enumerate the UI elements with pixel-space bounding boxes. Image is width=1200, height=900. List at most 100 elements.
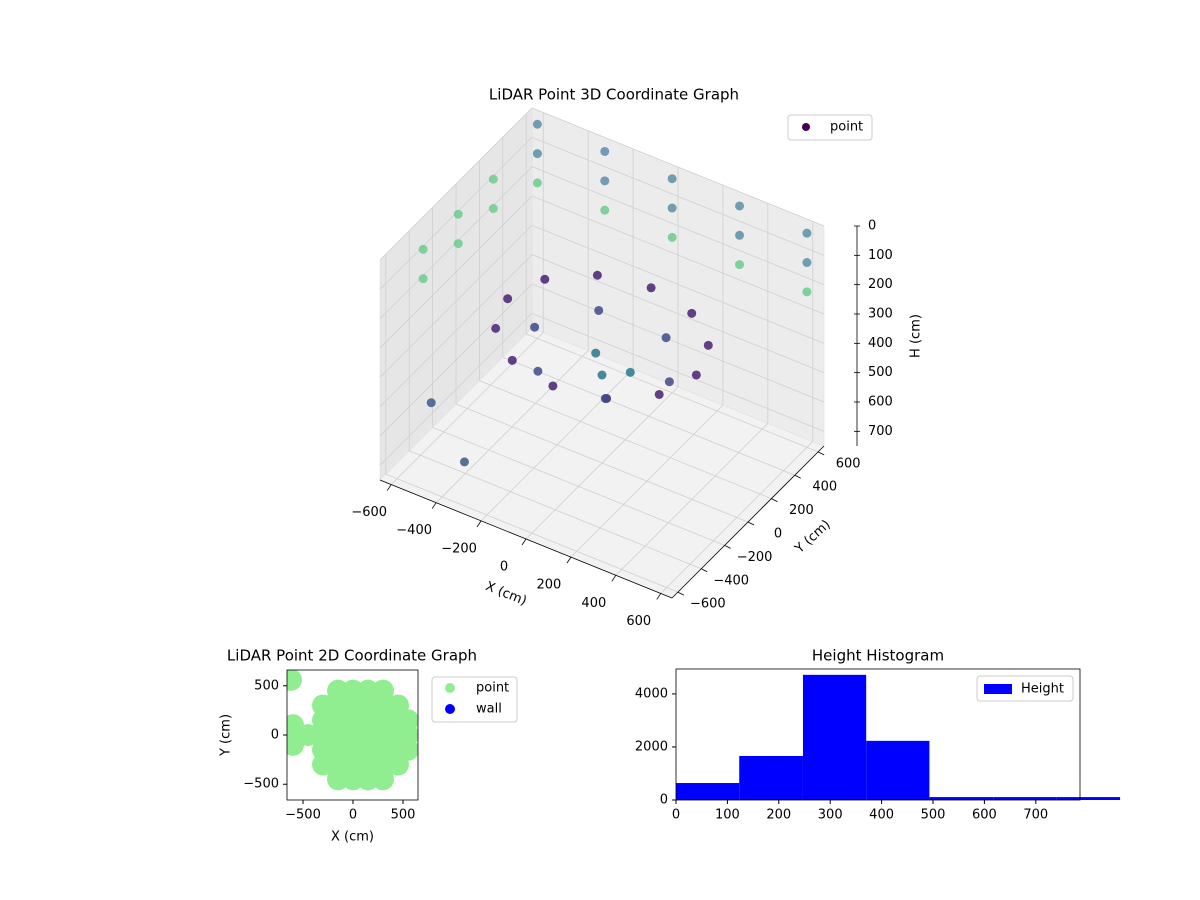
y-tick-label: 400 [812,480,837,495]
point [802,228,812,238]
grid-line [531,195,825,315]
point [426,398,436,408]
legend-label: point [830,120,863,135]
point [532,149,542,159]
point [418,274,428,284]
grid-line [379,254,533,407]
legend-label: point [476,681,509,696]
point [397,709,418,732]
tick-mark [476,520,482,528]
y-tick-label: −500 [243,777,279,792]
point [735,201,745,211]
point [453,209,463,219]
grid-line [526,333,819,453]
point [530,322,540,332]
tick-mark [677,591,685,596]
x-tick-label: 500 [391,808,416,823]
point [548,381,558,391]
x-tick-label: −500 [285,808,321,823]
grid-line [502,356,795,476]
point [600,205,610,215]
grid-line [455,403,749,523]
tick-mark [566,556,572,564]
z-tick-label: 500 [868,365,893,380]
point [507,355,517,365]
x-tick-label: 0 [500,560,508,575]
bar [866,740,930,800]
tick-mark [747,521,755,526]
point [654,389,664,399]
point [667,174,677,184]
x-tick-label: −400 [396,523,432,538]
x-tick-label: 500 [921,808,946,823]
grid-line [531,136,825,256]
x-tick-label: 200 [766,808,791,823]
tick-mark [431,502,437,509]
point [664,377,674,387]
grid-line [379,195,533,349]
point [418,244,428,254]
point [488,174,498,184]
point [287,670,302,691]
y-tick-label: 200 [789,503,814,518]
grid-line [531,312,825,432]
point [735,230,745,240]
point [594,305,604,315]
point [625,367,635,377]
point [533,366,543,376]
x-tick-label: 200 [537,578,562,593]
legend-label: wall [476,702,502,717]
x-tick-label: 0 [349,808,357,823]
z-tick-label: 100 [868,248,893,263]
z-tick-label: 200 [868,277,893,292]
grid-line [531,224,825,344]
point [488,203,498,213]
y-tick-label: 2000 [635,739,668,754]
point [667,232,677,242]
grid-line [379,225,533,378]
legend-box [976,675,1074,702]
x-tick-label: 400 [869,808,894,823]
point [532,178,542,188]
grid-line [409,450,702,570]
grid-line [531,283,825,403]
point [459,457,469,467]
point [491,323,501,333]
point [646,283,656,293]
point [540,274,550,284]
bar [1056,797,1121,800]
tick-mark [817,451,825,456]
z-axis-label: H (cm) [909,314,924,358]
point [802,287,812,297]
grid-line [379,313,533,466]
grid-line [379,107,533,261]
chart-title: LiDAR Point 2D Coordinate Graph [227,647,477,665]
x-tick-label: −200 [441,541,477,556]
point [735,260,745,270]
chart-title: LiDAR Point 3D Coordinate Graph [489,86,739,104]
y-tick-label: 600 [836,456,861,471]
z-tick-label: 0 [868,219,876,234]
grid-line [379,283,533,437]
tick-mark [771,498,778,502]
legend-marker [445,704,455,714]
y-tick-label: 0 [774,527,782,542]
point [453,239,463,249]
x-tick-label: 700 [1023,808,1048,823]
bar [929,797,994,800]
grid-line [385,473,678,593]
point [592,270,602,280]
tick-mark [386,484,392,491]
point [597,370,607,380]
y-tick-label: −200 [737,550,773,565]
bar [739,755,803,800]
x-axis-label: X (cm) [331,830,374,845]
legend-marker [802,123,810,131]
x-tick-label: 100 [715,808,740,823]
z-tick-label: 700 [868,424,893,439]
grid-line [479,380,772,499]
x-tick-label: 600 [626,614,651,629]
point [600,146,610,156]
point [600,393,610,403]
